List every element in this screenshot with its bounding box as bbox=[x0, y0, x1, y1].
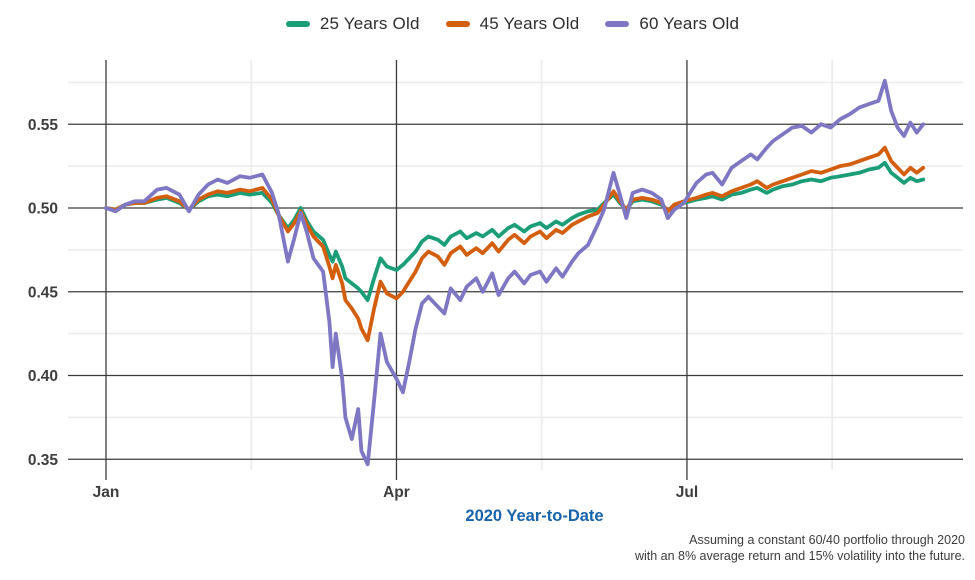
footnote-line-1: Assuming a constant 60/40 portfolio thro… bbox=[689, 533, 965, 547]
footnote-line-2: with an 8% average return and 15% volati… bbox=[634, 548, 965, 563]
legend-item-25-years: 25 Years Old bbox=[285, 14, 420, 34]
chart-footnote: Assuming a constant 60/40 portfolio thro… bbox=[635, 533, 965, 564]
x-tick-label: Jan bbox=[93, 484, 120, 501]
legend-label-45-years: 45 Years Old bbox=[479, 14, 580, 33]
series-line-60-years-old bbox=[104, 78, 926, 467]
legend-label-60-years: 60 Years Old bbox=[639, 14, 740, 33]
y-tick-label: 0.50 bbox=[28, 201, 58, 218]
legend-label-25-years: 25 Years Old bbox=[319, 14, 420, 33]
y-tick-label: 0.40 bbox=[28, 368, 58, 385]
legend-item-45-years: 45 Years Old bbox=[445, 14, 580, 34]
legend-swatch-45-years-icon bbox=[445, 21, 470, 27]
legend-swatch-25-years-icon bbox=[285, 21, 310, 27]
series-line-45-years-old bbox=[104, 145, 926, 343]
y-tick-label: 0.55 bbox=[28, 117, 59, 134]
legend: 25 Years Old 45 Years Old 60 Years Old bbox=[25, 14, 975, 34]
x-axis-title: 2020 Year-to-Date bbox=[465, 507, 604, 525]
y-tick-label: 0.45 bbox=[28, 284, 59, 301]
y-tick-label: 0.35 bbox=[28, 452, 59, 469]
x-tick-label: Apr bbox=[383, 484, 410, 501]
legend-swatch-60-years-icon bbox=[605, 21, 630, 27]
legend-item-60-years: 60 Years Old bbox=[605, 14, 739, 34]
x-tick-label: Jul bbox=[676, 484, 698, 501]
